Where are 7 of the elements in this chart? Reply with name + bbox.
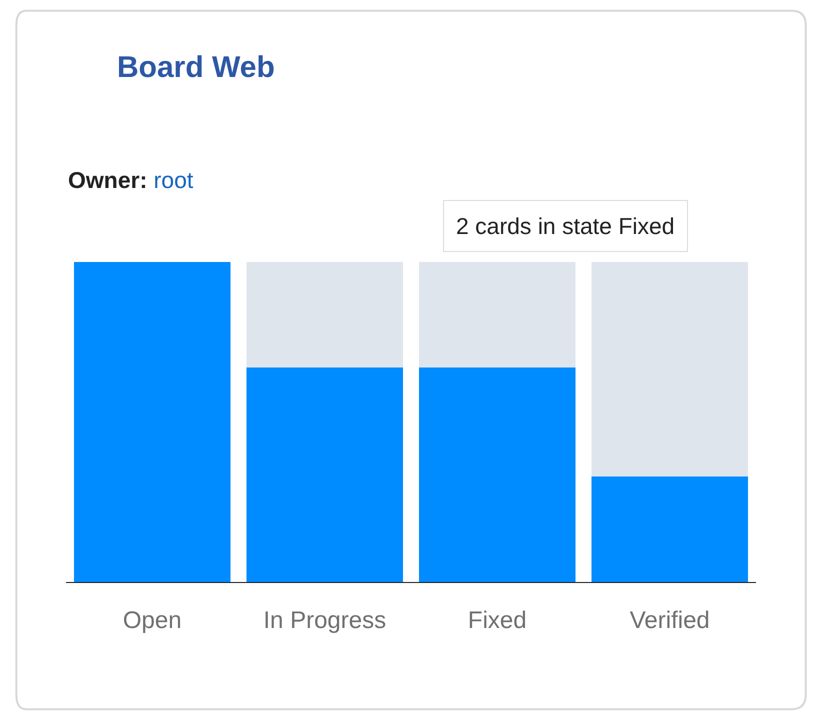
chart-subtitle: Owner: root <box>68 167 194 193</box>
x-tick-label: Verified <box>630 606 710 634</box>
chart-title: Board Web <box>117 51 275 84</box>
text: 2 cards in state Fixed <box>456 213 675 239</box>
x-tick-label: In Progress <box>263 606 386 634</box>
x-tick-label: Fixed <box>468 606 527 634</box>
x-tick-label: Open <box>122 606 182 634</box>
